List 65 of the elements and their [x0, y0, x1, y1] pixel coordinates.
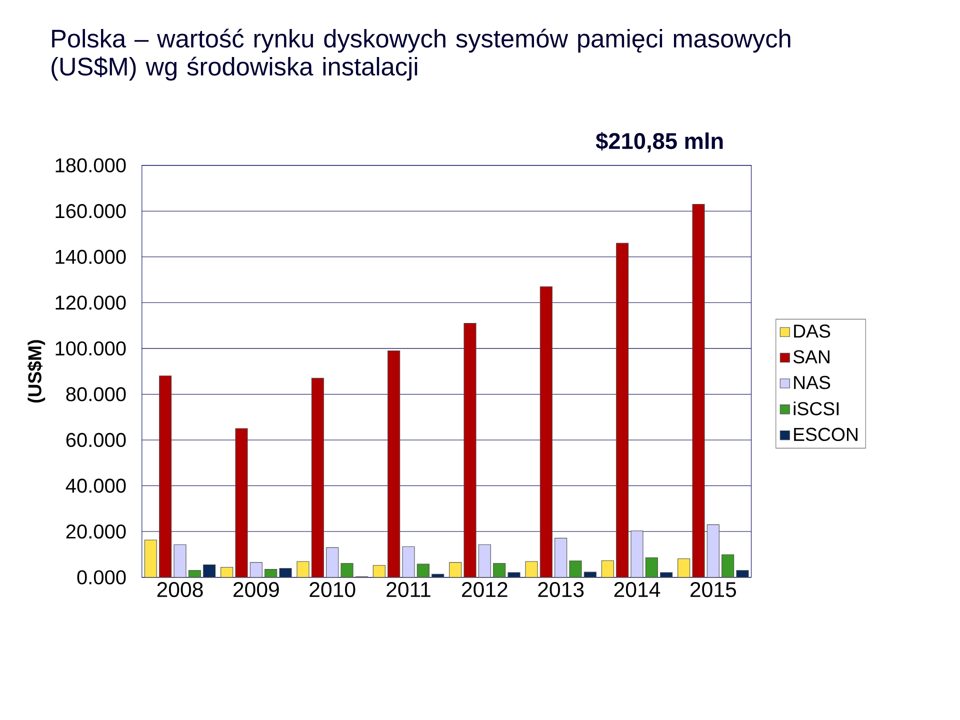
y-tick-label: 180.000: [56, 158, 126, 172]
y-tick-label: 160.000: [56, 204, 126, 218]
bar: [736, 570, 749, 578]
bar: [296, 561, 310, 578]
y-tick-label: 120.000: [56, 296, 126, 310]
x-tick-label: 2013: [538, 582, 584, 598]
bar: [279, 568, 292, 578]
legend-label: ESCON: [794, 428, 858, 442]
bar: [645, 557, 658, 578]
bar: [601, 560, 614, 578]
bar: [449, 562, 462, 578]
x-tick-label: 2009: [234, 582, 279, 598]
bar: [464, 322, 476, 578]
y-tick-label: 140.000: [56, 250, 126, 264]
bar: [616, 242, 629, 578]
x-tick-label: 2015: [690, 582, 736, 598]
legend-label: iSCSI: [794, 402, 839, 416]
bar: [678, 558, 690, 578]
bar: [493, 563, 506, 578]
bar: [554, 538, 568, 578]
bar: [432, 574, 444, 578]
bar: [508, 572, 520, 578]
y-tick-label: 0.000: [77, 570, 126, 584]
legend-label: NAS: [794, 376, 830, 390]
bar: [660, 572, 673, 578]
bar: [264, 569, 278, 578]
bar: [525, 561, 538, 578]
bar: [203, 564, 216, 578]
x-tick-label: 2011: [386, 582, 430, 598]
bar: [478, 544, 491, 578]
bar: [144, 540, 157, 578]
bar: [630, 530, 644, 578]
bar: [372, 565, 386, 578]
bar: [220, 566, 234, 578]
bar: [174, 544, 186, 578]
text: $210,85 mln: [596, 132, 723, 152]
x-tick-label: 2008: [157, 582, 203, 598]
bar: [416, 564, 430, 578]
bar: [250, 562, 262, 578]
bar: [235, 428, 248, 578]
bar: [540, 286, 552, 578]
y-tick-label: 80.000: [66, 387, 126, 402]
bar: [569, 560, 582, 578]
bar: [326, 547, 339, 578]
x-tick-label: 2010: [310, 582, 356, 598]
y-axis-title: (US$M): [27, 340, 46, 403]
chart-title: Polska – wartość rynku dyskowych systemów pamięci masowych (US$M) wg środowiska instalacji: [52, 28, 790, 81]
bar: [159, 376, 172, 578]
bar: [388, 350, 400, 578]
y-tick-label: 60.000: [66, 432, 126, 448]
legend-label: DAS: [794, 324, 830, 338]
bar: [722, 554, 734, 578]
bar: [402, 546, 415, 578]
y-tick-label: 100.000: [56, 341, 126, 356]
y-tick-label: 40.000: [66, 478, 126, 493]
bar: [706, 524, 720, 578]
y-tick-label: 20.000: [66, 524, 126, 539]
bar: [188, 570, 201, 578]
bar: [340, 563, 354, 578]
bar: [584, 572, 596, 578]
x-tick-label: 2012: [462, 582, 508, 598]
bar: [311, 378, 324, 578]
x-tick-label: 2014: [614, 582, 660, 598]
bar: [692, 204, 705, 578]
legend-label: SAN: [793, 350, 830, 364]
